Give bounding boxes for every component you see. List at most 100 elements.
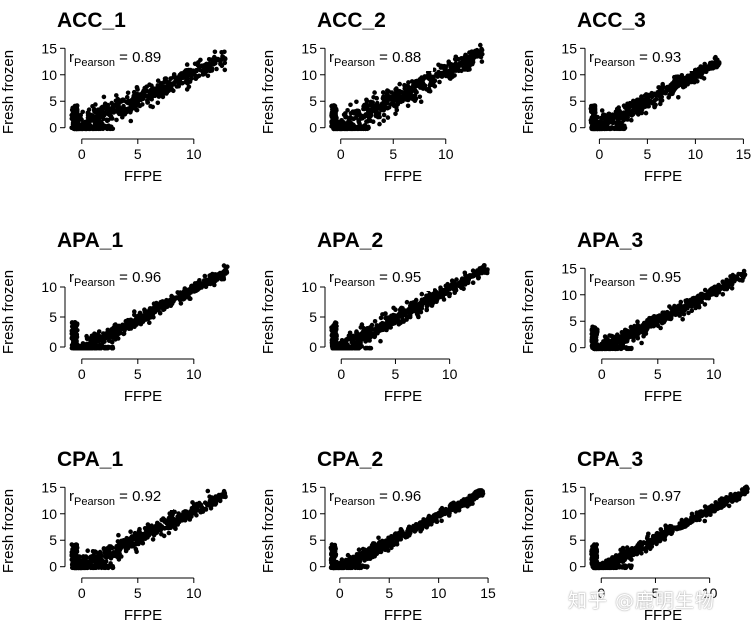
y-axis-label: Fresh frozen (520, 50, 537, 134)
data-point (702, 61, 707, 67)
data-point (158, 299, 163, 305)
data-point (434, 71, 439, 77)
data-point (730, 276, 735, 282)
data-point (111, 550, 117, 556)
data-point (152, 306, 158, 312)
data-point (80, 121, 85, 127)
data-point (385, 115, 391, 120)
data-point (686, 76, 692, 82)
data-point (372, 109, 378, 115)
r-subscript: Pearson (594, 277, 635, 289)
data-point (159, 90, 164, 96)
data-point (354, 99, 359, 105)
x-tick-label: 15 (736, 146, 752, 162)
data-point (464, 65, 470, 71)
y-tick-label: 15 (41, 479, 57, 495)
data-point (681, 311, 687, 317)
data-point (464, 54, 469, 59)
data-point (427, 291, 433, 297)
data-point (614, 106, 620, 112)
data-point (680, 317, 685, 322)
data-point (610, 334, 615, 339)
data-point (134, 541, 139, 547)
y-tick-label: 10 (41, 67, 57, 83)
data-point (159, 531, 164, 537)
data-point (113, 324, 118, 329)
data-point (104, 117, 109, 123)
data-point (184, 62, 190, 67)
data-point (114, 117, 119, 123)
data-point (93, 338, 99, 343)
data-point (381, 107, 387, 113)
data-point (348, 102, 353, 108)
x-tick-label: 5 (644, 146, 652, 162)
data-point (612, 115, 617, 120)
data-point (214, 66, 219, 72)
r-value: = 0.89 (115, 49, 161, 66)
data-point (378, 338, 383, 344)
data-point (355, 343, 361, 348)
y-axis-label: Fresh frozen (0, 270, 17, 354)
data-point (136, 97, 142, 103)
data-point (166, 530, 172, 536)
data-point (147, 90, 153, 95)
data-point (193, 73, 198, 78)
data-point (173, 521, 178, 526)
data-point (128, 118, 134, 124)
data-point (470, 280, 476, 286)
data-point (639, 340, 644, 346)
data-point (385, 88, 390, 93)
data-point (347, 115, 353, 121)
data-point (350, 122, 356, 127)
chart-title: CPA_2 (317, 448, 383, 471)
data-point (364, 102, 370, 108)
data-point (331, 126, 337, 132)
data-point (450, 74, 455, 79)
data-point (676, 95, 681, 100)
data-point (400, 318, 406, 324)
data-point (116, 532, 121, 538)
data-point (201, 278, 207, 283)
data-point (94, 110, 99, 115)
data-point (629, 117, 634, 123)
data-point (715, 286, 720, 291)
r-symbol: r (589, 49, 594, 66)
data-point (128, 109, 133, 114)
data-point (74, 126, 79, 132)
data-point (199, 507, 204, 513)
data-point (73, 555, 79, 560)
data-point (378, 105, 383, 111)
data-point (95, 560, 100, 566)
data-point (440, 289, 445, 295)
data-point (103, 565, 108, 571)
data-point (120, 114, 125, 120)
data-point (467, 274, 473, 280)
data-point (472, 271, 478, 277)
data-point (431, 67, 437, 73)
data-point (125, 539, 130, 544)
data-point (639, 94, 644, 99)
data-point (111, 108, 116, 113)
data-point (481, 263, 487, 268)
data-point (193, 508, 198, 513)
y-tick-label: 0 (49, 339, 57, 355)
data-point (163, 76, 169, 81)
data-point (456, 282, 462, 288)
data-point (591, 122, 596, 127)
data-point (651, 92, 657, 98)
y-tick-label: 0 (569, 340, 577, 356)
data-point (710, 286, 715, 291)
data-point (133, 95, 138, 100)
scatter-points (588, 54, 722, 132)
data-point (479, 47, 485, 53)
data-point (175, 514, 180, 520)
x-tick-label: 5 (389, 146, 397, 162)
data-point (660, 81, 665, 87)
data-point (94, 119, 99, 124)
data-point (150, 93, 155, 99)
data-point (125, 324, 130, 329)
data-point (396, 312, 402, 317)
data-point (70, 120, 76, 125)
